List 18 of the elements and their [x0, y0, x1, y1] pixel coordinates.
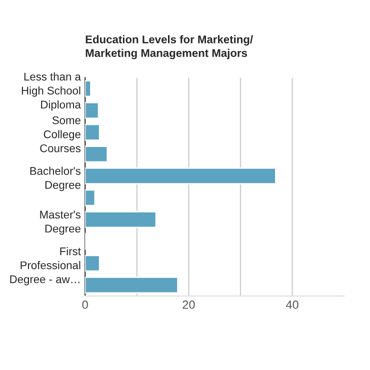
x-tick-label: 0 — [82, 300, 88, 309]
bar — [85, 189, 96, 206]
bar — [85, 80, 92, 98]
bar — [85, 102, 100, 119]
bar — [85, 276, 179, 294]
bar — [85, 124, 100, 141]
y-tick-label: Master's Degree — [40, 210, 81, 235]
x-tick-label: 20 — [182, 300, 195, 309]
x-tick-label: 40 — [286, 300, 298, 309]
bar — [85, 254, 100, 272]
y-tick-label: First Professional Degree - aw… — [10, 247, 81, 286]
y-tick-label: Some College Courses — [40, 116, 81, 152]
bar — [85, 211, 157, 228]
y-tick-label: Bachelor's Degree — [30, 166, 81, 192]
chart-title: Education Levels for Marketing/ Marketing Management Majors — [86, 35, 253, 60]
bar — [85, 167, 276, 184]
bar — [85, 146, 108, 163]
y-tick-label: Less than a High School Diploma — [22, 72, 81, 111]
